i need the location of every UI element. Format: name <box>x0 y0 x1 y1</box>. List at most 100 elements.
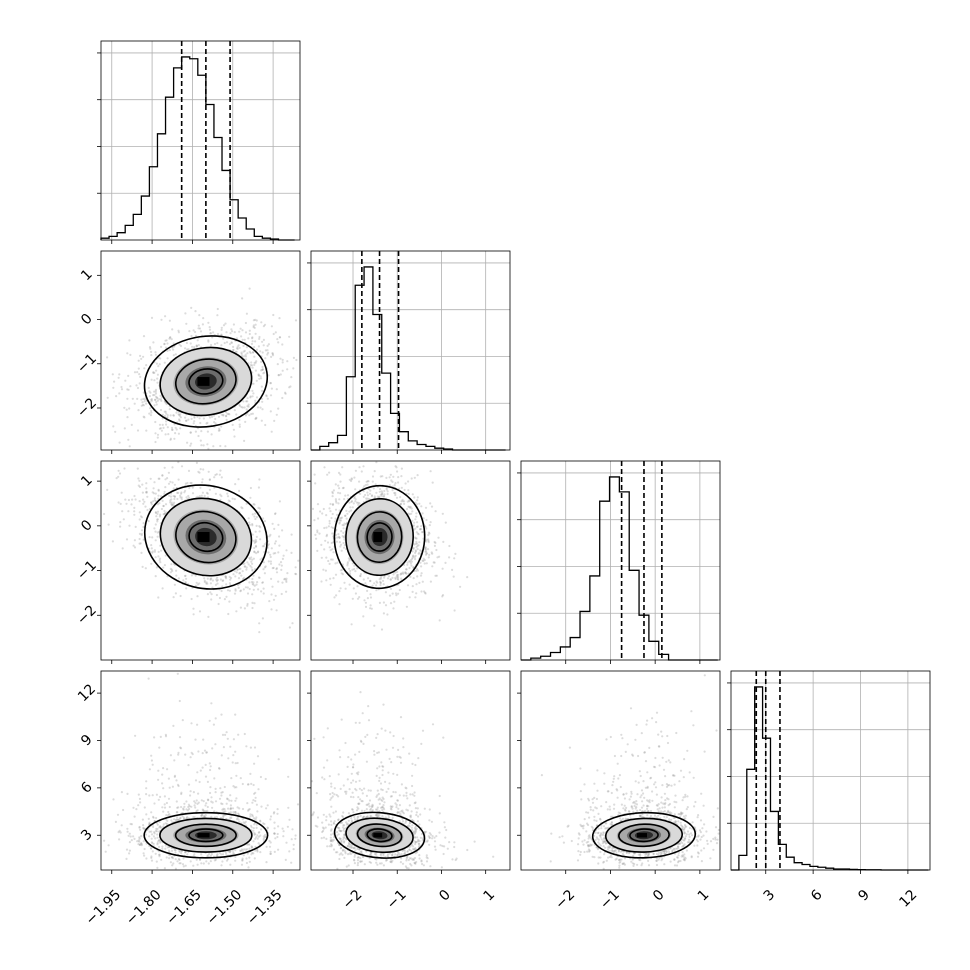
sample-point <box>371 480 374 483</box>
sample-point <box>411 519 414 522</box>
sample-point <box>224 575 227 578</box>
sample-point <box>116 813 120 816</box>
sample-point <box>259 851 262 854</box>
sample-point <box>187 348 190 351</box>
sample-point <box>133 494 136 498</box>
sample-point <box>415 531 418 534</box>
sample-point <box>192 422 195 425</box>
sample-point <box>227 612 230 616</box>
sample-point <box>141 491 144 494</box>
sample-point <box>383 489 386 493</box>
sample-point <box>183 802 186 805</box>
sample-point <box>234 575 237 578</box>
sample-point <box>126 827 129 830</box>
sample-point <box>390 479 393 482</box>
sample-point <box>405 507 409 511</box>
sample-point <box>158 477 161 480</box>
sample-point <box>161 423 164 426</box>
sample-point <box>138 532 141 536</box>
sample-point <box>197 344 200 347</box>
sample-point <box>169 567 172 571</box>
sample-point <box>201 478 204 481</box>
sample-point <box>247 563 250 566</box>
sample-point <box>427 539 430 542</box>
sample-point <box>149 414 153 417</box>
sample-point <box>111 540 114 543</box>
sample-point <box>250 782 253 786</box>
sample-point <box>251 513 254 516</box>
sample-point <box>155 566 158 569</box>
sample-point <box>137 477 140 480</box>
sample-point <box>331 495 334 498</box>
sample-point <box>190 597 193 601</box>
sample-point <box>277 523 280 527</box>
sample-point <box>175 574 178 577</box>
sample-point <box>127 510 130 513</box>
sample-point <box>157 596 160 599</box>
sample-point <box>202 738 205 741</box>
sample-point <box>165 420 168 423</box>
sample-point <box>238 403 241 406</box>
sample-point <box>171 864 174 867</box>
sample-point <box>394 482 397 485</box>
sample-point <box>286 360 289 363</box>
sample-point <box>241 570 244 573</box>
sample-point <box>145 787 148 790</box>
sample-point <box>196 583 199 586</box>
sample-point <box>172 494 175 498</box>
sample-point <box>400 572 403 576</box>
sample-point <box>346 512 349 515</box>
sample-point <box>164 847 167 850</box>
sample-point <box>157 494 160 497</box>
sample-point <box>408 566 411 570</box>
sample-point <box>161 587 164 590</box>
sample-point <box>249 486 252 490</box>
sample-point <box>275 413 278 416</box>
sample-point <box>269 555 272 559</box>
sample-point <box>150 562 153 565</box>
sample-point <box>237 344 240 347</box>
sample-point <box>267 543 270 546</box>
sample-point <box>276 338 279 341</box>
sample-point <box>274 594 277 597</box>
sample-point <box>147 677 150 680</box>
sample-point <box>322 507 325 511</box>
sample-point <box>348 501 351 504</box>
sample-point <box>324 569 327 572</box>
sample-point <box>418 502 421 505</box>
sample-point <box>266 353 269 356</box>
sample-point <box>416 575 419 578</box>
sample-point <box>262 517 265 520</box>
sample-point <box>246 397 249 400</box>
sample-point <box>263 371 266 374</box>
sample-point <box>323 466 326 469</box>
sample-point <box>406 584 410 587</box>
sample-point <box>150 350 153 353</box>
sample-point <box>284 391 287 394</box>
sample-point <box>337 491 340 494</box>
sample-point <box>187 805 190 809</box>
sample-point <box>289 385 292 388</box>
sample-point <box>245 358 248 361</box>
sample-point <box>175 428 178 431</box>
sample-point <box>249 351 252 355</box>
sample-point <box>230 328 233 331</box>
sample-point <box>430 505 434 508</box>
sample-point <box>169 495 173 498</box>
sample-point <box>148 412 151 415</box>
sample-point <box>193 415 196 418</box>
sample-point <box>206 443 209 446</box>
sample-point <box>389 587 393 591</box>
sample-point <box>232 573 235 576</box>
sample-point <box>343 498 346 501</box>
sample-point <box>225 414 228 417</box>
sample-point <box>239 606 242 609</box>
sample-point <box>177 331 180 334</box>
sample-point <box>254 417 258 420</box>
sample-point <box>189 444 192 447</box>
sample-point <box>170 338 173 341</box>
sample-point <box>138 382 141 385</box>
sample-point <box>156 827 159 831</box>
sample-point <box>234 859 237 862</box>
sample-point <box>169 438 172 441</box>
